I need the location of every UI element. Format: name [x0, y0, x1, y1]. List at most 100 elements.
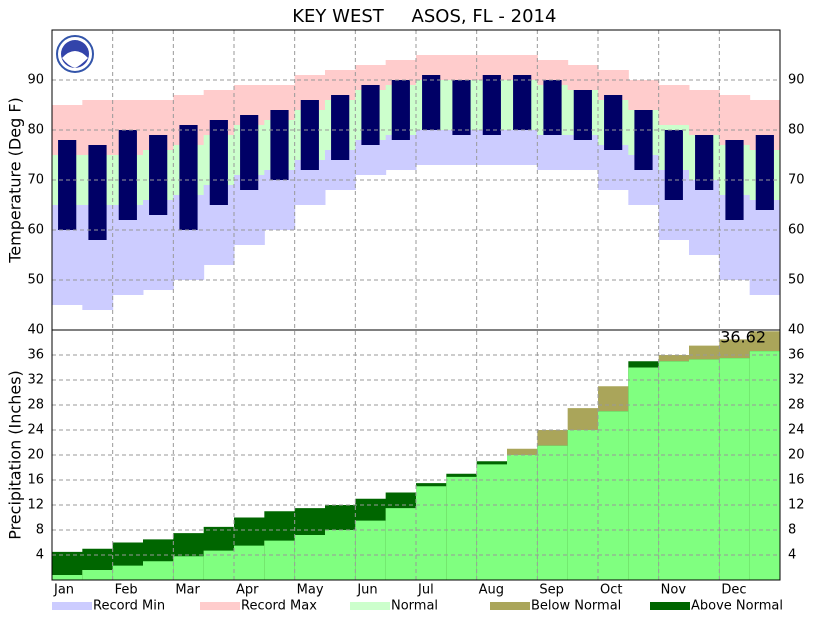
record-min-band: [537, 135, 569, 170]
observed-precip-area: [507, 455, 538, 580]
observed-precip-area: [537, 445, 569, 580]
record-min-band: [507, 130, 538, 165]
y-tick-label: 50: [27, 273, 44, 288]
observed-precip-area: [598, 411, 629, 580]
observed-range: [543, 80, 562, 135]
legend-label: Record Max: [241, 599, 317, 614]
y-tick-label: 16: [27, 473, 44, 488]
observed-range: [331, 95, 350, 160]
y-axis-label: Precipitation (Inches): [6, 370, 25, 540]
y2-tick-label: 50: [788, 273, 805, 288]
observed-range: [422, 75, 441, 130]
legend-label: Normal: [391, 599, 438, 614]
observed-range: [513, 75, 532, 130]
y-tick-label: 60: [27, 223, 44, 238]
observed-range: [361, 85, 380, 145]
record-min-band: [689, 180, 720, 255]
y-tick-label: 70: [27, 173, 44, 188]
y-tick-label: 28: [27, 398, 44, 413]
record-max-band: [719, 95, 751, 145]
record-min-band: [416, 130, 447, 165]
observed-range: [118, 130, 137, 220]
observed-range: [755, 135, 774, 210]
record-min-band: [749, 200, 781, 295]
observed-range: [695, 135, 714, 190]
y-tick-label: 36: [27, 348, 44, 363]
observed-precip-area: [203, 550, 235, 580]
record-min-band: [446, 130, 478, 165]
x-tick-label: May: [297, 583, 324, 598]
observed-precip-area: [628, 367, 660, 580]
observed-range: [634, 110, 653, 170]
record-min-band: [385, 135, 417, 170]
y-tick-label: 4: [36, 548, 44, 563]
record-min-band: [355, 140, 387, 175]
observed-precip-area: [234, 545, 265, 580]
y-axis-label: Temperature (Deg F): [6, 97, 25, 264]
y2-tick-label: 80: [788, 123, 805, 138]
observed-range: [664, 130, 683, 200]
record-min-band: [476, 130, 508, 165]
observed-precip-area: [476, 464, 508, 580]
y2-tick-label: 32: [788, 373, 805, 388]
observed-range: [300, 100, 319, 170]
legend-swatch: [200, 602, 240, 610]
y-tick-label: 32: [27, 373, 44, 388]
y2-tick-label: 90: [788, 73, 805, 88]
observed-range: [209, 120, 228, 205]
observed-precip-area: [112, 565, 144, 580]
y2-tick-label: 16: [788, 473, 805, 488]
x-tick-label: Dec: [721, 583, 746, 598]
x-tick-label: Jun: [356, 583, 377, 598]
observed-precip-area: [749, 351, 781, 580]
legend-swatch: [650, 602, 690, 610]
legend-swatch: [350, 602, 390, 610]
observed-range: [573, 90, 592, 140]
observed-precip-area: [385, 508, 417, 580]
y2-tick-label: 12: [788, 498, 805, 513]
observed-range: [270, 110, 289, 180]
y-tick-label: 40: [27, 323, 44, 338]
observed-precip-area: [264, 540, 296, 580]
observed-range: [88, 145, 107, 240]
record-min-band: [567, 135, 599, 170]
noaa-logo: [56, 35, 94, 73]
y2-tick-label: 20: [788, 448, 805, 463]
observed-range: [179, 125, 198, 230]
observed-precip-area: [82, 570, 114, 580]
observed-range: [482, 75, 501, 135]
record-min-band: [598, 145, 629, 190]
precip-frame: [51, 329, 781, 581]
y-tick-label: 24: [27, 423, 44, 438]
x-tick-label: Jul: [417, 583, 434, 598]
observed-range: [240, 115, 259, 190]
y2-tick-label: 36: [788, 348, 805, 363]
x-tick-label: Mar: [175, 583, 200, 598]
chart-title: KEY WEST: [292, 6, 384, 27]
observed-precip-area: [143, 561, 174, 580]
observed-precip-area: [52, 575, 83, 580]
legend-swatch: [490, 602, 530, 610]
grid: [52, 30, 780, 580]
y-tick-label: 80: [27, 123, 44, 138]
x-tick-label: Apr: [236, 583, 259, 598]
record-max-band: [567, 65, 599, 90]
observed-precip-area: [658, 361, 690, 580]
observed-precip-area: [294, 535, 326, 580]
x-tick-label: Sep: [539, 583, 564, 598]
x-tick-label: Feb: [115, 583, 138, 598]
observed-precip-area: [719, 358, 751, 580]
logo-bird: [62, 51, 88, 68]
y-tick-label: 20: [27, 448, 44, 463]
chart-subtitle: ASOS, FL - 2014: [412, 6, 557, 27]
y2-tick-label: 28: [788, 398, 805, 413]
y2-tick-label: 4: [788, 548, 796, 563]
observed-range: [149, 135, 168, 215]
x-tick-label: Nov: [661, 583, 687, 598]
y-tick-label: 8: [36, 523, 44, 538]
y-tick-label: 12: [27, 498, 44, 513]
y2-tick-label: 40: [788, 323, 805, 338]
legend-label: Above Normal: [691, 599, 783, 614]
y-tick-label: 90: [27, 73, 44, 88]
